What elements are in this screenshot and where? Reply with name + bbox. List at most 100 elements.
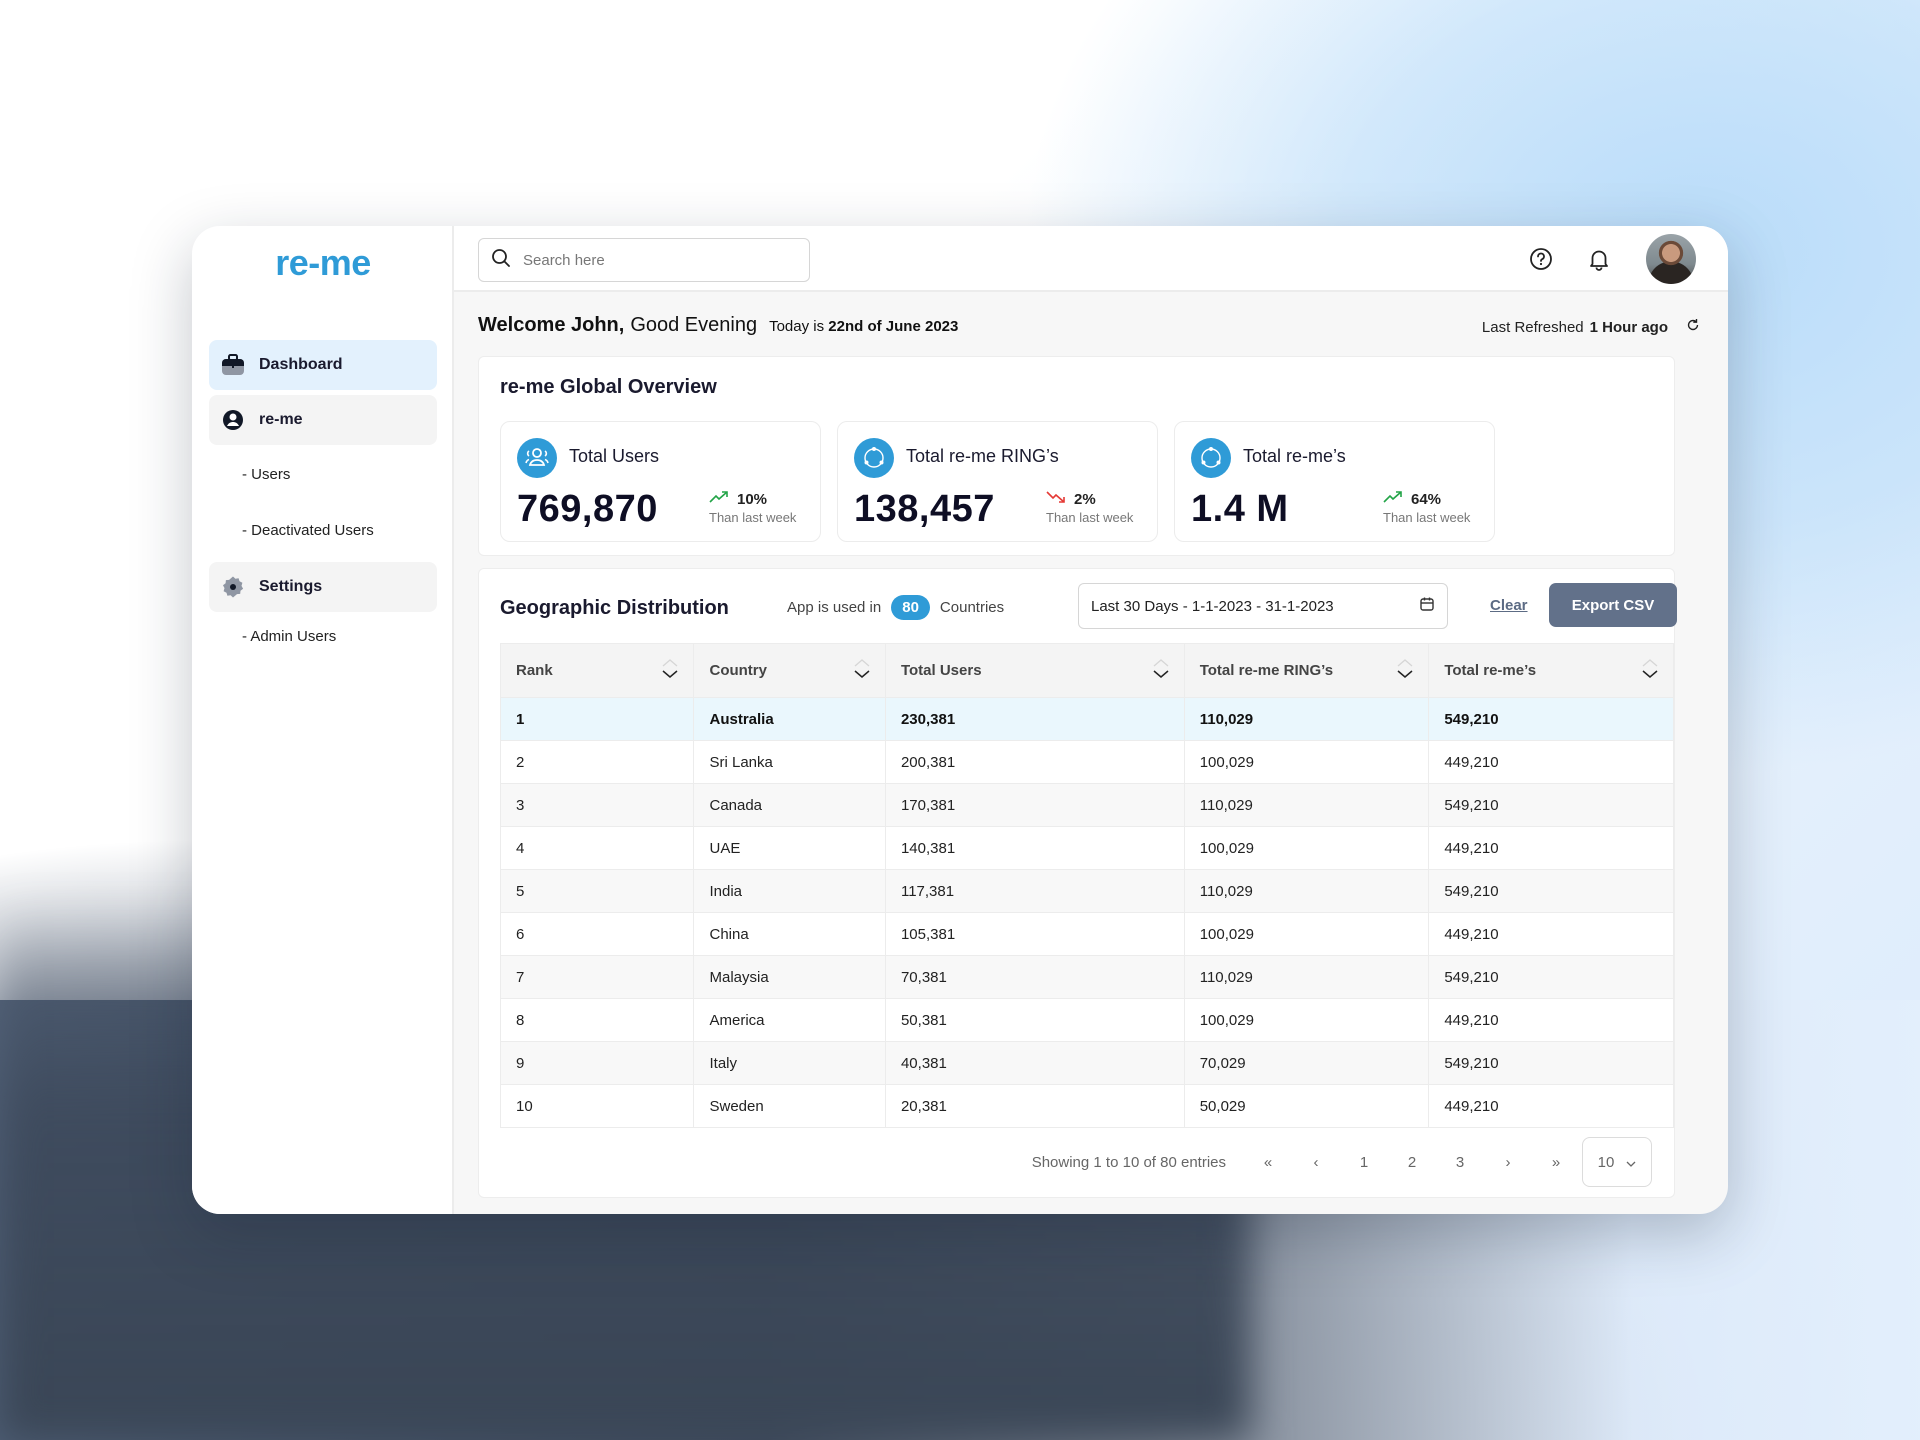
countries-suffix: Countries [939,599,1005,616]
ring-cycle-icon [854,438,894,478]
column-header-total-rings[interactable]: Total re-me RING’s [1184,643,1430,698]
sort-icon[interactable] [1396,658,1414,684]
cell-total-users: 50,381 [885,998,1185,1042]
countries-summary: App is used in 80 Countries [787,595,1004,620]
users-icon [517,438,557,478]
cell-country: America [693,998,886,1042]
next-page-button[interactable]: › [1505,1153,1511,1171]
cell-country: Sweden [693,1084,886,1128]
page-button-1[interactable]: 1 [1359,1153,1369,1171]
cell-total-users: 105,381 [885,912,1185,956]
cell-country: Malaysia [693,955,886,999]
cell-total-remes: 449,210 [1428,740,1674,784]
column-header-total-users[interactable]: Total Users [885,643,1185,698]
page-size-value: 10 [1597,1153,1615,1171]
stat-label: Total Users [569,446,660,466]
last-refreshed: Last Refreshed 1 Hour ago [1482,318,1700,336]
cell-rank: 8 [500,998,695,1042]
sidebar: re-me Dashboard re-me - Users - Deactiva… [192,226,454,1214]
countries-count-badge: 80 [891,595,930,620]
search-input[interactable] [523,251,783,269]
pagination-info: Showing 1 to 10 of 80 entries [1031,1153,1226,1171]
table-row[interactable]: 7 Malaysia 70,381 110,029 549,210 [500,955,1674,999]
cell-total-rings: 100,029 [1184,740,1430,784]
page-button-3[interactable]: 3 [1455,1153,1465,1171]
last-page-button[interactable]: » [1551,1153,1561,1171]
clear-link[interactable]: Clear [1490,597,1528,614]
column-header-total-remes[interactable]: Total re-me’s [1428,643,1674,698]
cell-rank: 1 [500,697,695,741]
column-header-rank[interactable]: Rank [500,643,695,698]
ring-cycle-icon [1191,438,1231,478]
trend-up-icon [1383,490,1403,509]
column-header-country[interactable]: Country [693,643,886,698]
stat-card-total-users: Total Users 769,870 10% Than last week [500,421,821,542]
stat-sub: Than last week [709,510,797,525]
welcome-greeting: Good Evening [630,314,758,336]
cell-total-remes: 449,210 [1428,998,1674,1042]
stat-card-total-rings: Total re-me RING’s 138,457 2% Than last … [837,421,1158,542]
table-row[interactable]: 10 Sweden 20,381 50,029 449,210 [500,1084,1674,1128]
cell-total-rings: 110,029 [1184,869,1430,913]
cell-rank: 6 [500,912,695,956]
sort-icon[interactable] [853,658,871,684]
sidebar-item-admin-users[interactable]: - Admin Users [242,628,337,645]
page-button-2[interactable]: 2 [1407,1153,1417,1171]
cell-country: China [693,912,886,956]
prev-page-button[interactable]: ‹ [1313,1153,1319,1171]
trend-up-icon [709,490,729,509]
page-size-select[interactable]: 10 [1582,1137,1652,1187]
sidebar-item-label: Settings [259,578,323,595]
cell-rank: 4 [500,826,695,870]
stat-trend: 2% [1046,490,1096,509]
stat-card-total-remes: Total re-me’s 1.4 M 64% Than last week [1174,421,1495,542]
welcome-name: Welcome John, [478,314,625,336]
sidebar-item-settings[interactable]: Settings [209,562,437,612]
stat-label: Total re-me’s [1243,446,1346,466]
cell-total-rings: 100,029 [1184,998,1430,1042]
table-row[interactable]: 4 UAE 140,381 100,029 449,210 [500,826,1674,870]
sidebar-item-dashboard[interactable]: Dashboard [209,340,437,390]
table-row[interactable]: 3 Canada 170,381 110,029 549,210 [500,783,1674,827]
cell-rank: 5 [500,869,695,913]
table-header-row: Rank Country Total Users Total re-me RIN… [500,643,1674,698]
search-box[interactable] [478,238,810,282]
avatar[interactable] [1646,234,1696,284]
cell-rank: 10 [500,1084,695,1128]
cell-total-remes: 449,210 [1428,912,1674,956]
table-row[interactable]: 6 China 105,381 100,029 449,210 [500,912,1674,956]
sort-icon[interactable] [661,658,679,684]
geo-table: Rank Country Total Users Total re-me RIN… [500,643,1674,1128]
sidebar-item-reme[interactable]: re-me [209,395,437,445]
cell-total-users: 70,381 [885,955,1185,999]
cell-country: India [693,869,886,913]
table-row[interactable]: 5 India 117,381 110,029 549,210 [500,869,1674,913]
bell-icon[interactable] [1586,246,1612,272]
first-page-button[interactable]: « [1263,1153,1273,1171]
cell-total-users: 117,381 [885,869,1185,913]
sidebar-item-deactivated-users[interactable]: - Deactivated Users [242,522,374,539]
table-row[interactable]: 2 Sri Lanka 200,381 100,029 449,210 [500,740,1674,784]
date-range-picker[interactable]: Last 30 Days - 1-1-2023 - 31-1-2023 [1078,583,1448,629]
stat-label: Total re-me RING’s [906,446,1059,466]
sort-icon[interactable] [1641,658,1659,684]
table-row[interactable]: 8 America 50,381 100,029 449,210 [500,998,1674,1042]
cell-country: Sri Lanka [693,740,886,784]
overview-title: re-me Global Overview [500,376,717,398]
cell-total-remes: 549,210 [1428,697,1674,741]
chevron-down-icon [1626,1154,1636,1171]
cell-total-remes: 549,210 [1428,1041,1674,1085]
export-csv-button[interactable]: Export CSV [1549,583,1677,627]
stat-value: 138,457 [854,488,995,530]
table-row[interactable]: 9 Italy 40,381 70,029 549,210 [500,1041,1674,1085]
help-circle-icon[interactable] [1528,246,1554,272]
top-bar [454,226,1728,292]
cell-total-users: 200,381 [885,740,1185,784]
sort-icon[interactable] [1152,658,1170,684]
sidebar-item-users[interactable]: - Users [242,466,291,483]
gear-icon [221,575,245,599]
cell-total-remes: 449,210 [1428,1084,1674,1128]
cell-total-remes: 549,210 [1428,955,1674,999]
table-row[interactable]: 1 Australia 230,381 110,029 549,210 [500,697,1674,741]
refresh-icon[interactable] [1686,318,1700,336]
